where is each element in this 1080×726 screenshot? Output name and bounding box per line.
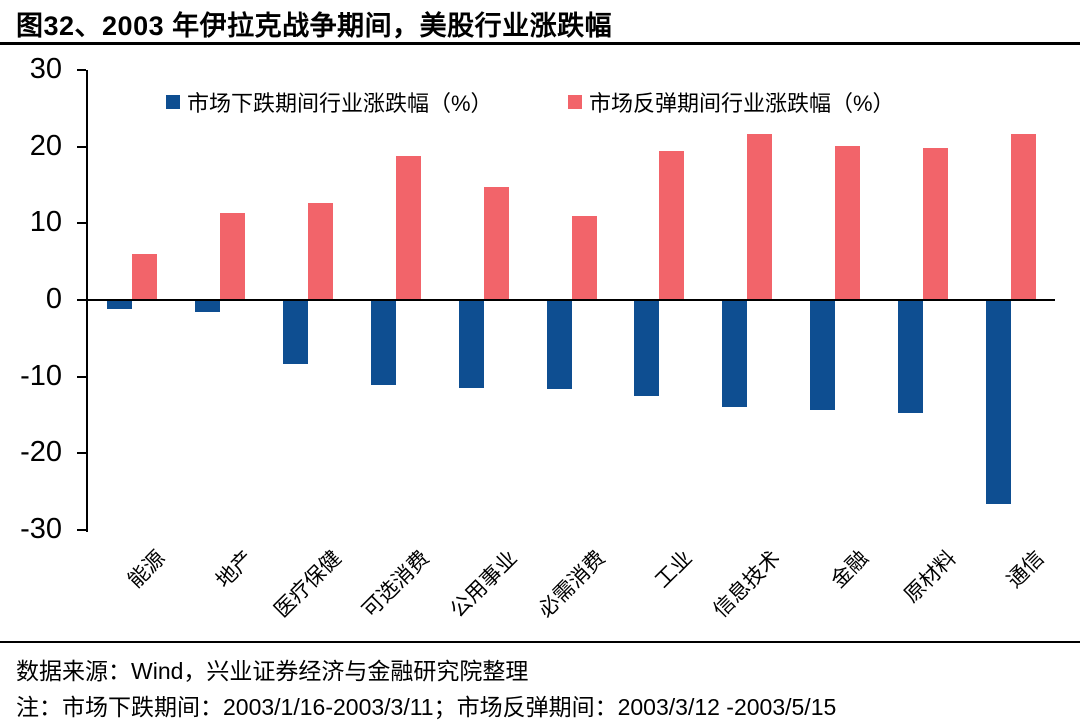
y-axis-tick — [77, 69, 86, 71]
y-tick-label: 30 — [29, 53, 62, 85]
y-tick-label: -30 — [20, 513, 62, 545]
bar-decline-能源 — [106, 300, 132, 310]
bar-decline-医疗保健 — [282, 300, 308, 365]
x-tick-label-工业: 工业 — [651, 546, 698, 593]
legend-swatch-rebound — [568, 95, 582, 109]
bar-rebound-信息技术 — [747, 134, 773, 300]
y-tick-label: -20 — [20, 436, 62, 469]
y-tick-label: 20 — [29, 129, 62, 162]
y-axis-tick — [77, 145, 86, 148]
x-tick-label-必需消费: 必需消费 — [533, 546, 610, 623]
legend-item-decline: 市场下跌期间行业涨跌幅（%） — [166, 86, 493, 118]
bar-decline-通信 — [986, 300, 1012, 504]
legend-label-rebound: 市场反弹期间行业涨跌幅（%） — [589, 91, 895, 116]
bar-rebound-必需消费 — [571, 216, 597, 300]
bar-decline-可选消费 — [370, 300, 396, 386]
x-tick-label-能源: 能源 — [123, 546, 170, 593]
bar-decline-工业 — [634, 300, 660, 396]
y-tick-label: 0 — [45, 283, 62, 315]
x-tick-label-原材料: 原材料 — [900, 546, 961, 608]
y-axis-tick — [77, 529, 86, 531]
y-tick-label: 10 — [29, 206, 62, 239]
bar-rebound-地产 — [219, 213, 245, 300]
bar-rebound-能源 — [131, 254, 157, 300]
y-axis-line — [86, 70, 88, 532]
y-axis-tick — [77, 299, 86, 301]
bar-decline-必需消费 — [546, 300, 572, 389]
bar-rebound-可选消费 — [395, 155, 421, 300]
legend-item-rebound: 市场反弹期间行业涨跌幅（%） — [568, 86, 895, 118]
bar-rebound-工业 — [659, 151, 685, 300]
x-tick-label-可选消费: 可选消费 — [357, 546, 434, 623]
x-tick-label-信息技术: 信息技术 — [709, 546, 786, 623]
bar-decline-地产 — [194, 300, 220, 312]
x-tick-label-医疗保健: 医疗保健 — [269, 546, 346, 623]
bar-rebound-医疗保健 — [307, 202, 333, 300]
bar-decline-原材料 — [898, 300, 924, 413]
x-tick-label-通信: 通信 — [1002, 546, 1049, 593]
bar-rebound-原材料 — [923, 148, 949, 300]
legend-label-decline: 市场下跌期间行业涨跌幅（%） — [187, 91, 493, 116]
chart-title: 图32、2003 年伊拉克战争期间，美股行业涨跌幅 — [16, 11, 613, 41]
bar-decline-公用事业 — [458, 300, 484, 389]
y-axis-tick — [77, 452, 86, 455]
footer-divider — [0, 641, 1080, 643]
legend-swatch-decline — [166, 95, 180, 109]
x-tick-label-金融: 金融 — [827, 546, 874, 593]
footnote-text: 注：市场下跌期间：2003/1/16-2003/3/11；市场反弹期间：2003… — [16, 694, 837, 720]
x-tick-label-地产: 地产 — [211, 546, 258, 593]
y-axis-tick — [77, 222, 86, 225]
y-tick-label: -10 — [20, 359, 62, 392]
bar-rebound-金融 — [835, 145, 861, 300]
bar-decline-金融 — [810, 300, 836, 410]
bar-rebound-公用事业 — [483, 187, 509, 300]
data-source-text: 数据来源：Wind，兴业证券经济与金融研究院整理 — [16, 658, 529, 684]
y-axis-tick — [77, 375, 86, 378]
title-underline — [0, 42, 1080, 45]
bar-decline-信息技术 — [722, 300, 748, 408]
x-tick-label-公用事业: 公用事业 — [445, 546, 522, 623]
zero-baseline — [88, 299, 1055, 301]
bar-rebound-通信 — [1011, 133, 1037, 300]
